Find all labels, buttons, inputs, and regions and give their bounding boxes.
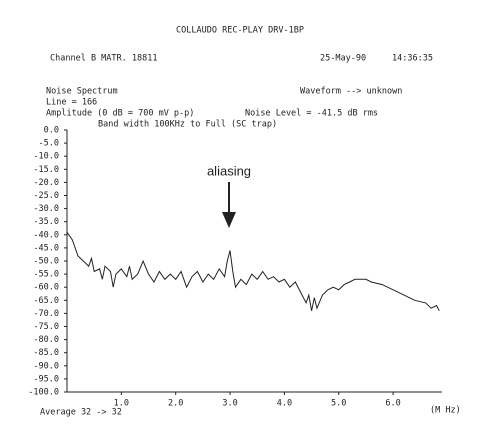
y-tick-label: -60.0: [33, 283, 59, 293]
y-tick-label: -30.0: [33, 204, 59, 214]
y-tick-label: -100.0: [28, 388, 59, 398]
y-tick-label: -10.0: [33, 152, 59, 162]
y-tick-label: -50.0: [33, 257, 59, 267]
y-tick-label: -5.0: [39, 139, 59, 149]
bandwidth: Band width 100KHz to Full (SC trap): [98, 120, 277, 130]
y-tick-label: -40.0: [33, 230, 59, 240]
y-tick-label: -15.0: [33, 165, 59, 175]
y-tick-label: -25.0: [33, 191, 59, 201]
time: 14:36:35: [392, 54, 433, 64]
y-tick-label: -85.0: [33, 348, 59, 358]
y-tick-label: 0.0: [44, 126, 59, 136]
chart-title: COLLAUDO REC-PLAY DRV-1BP: [176, 26, 304, 36]
y-tick-label: -90.0: [33, 361, 59, 371]
x-tick-label: 4.0: [277, 399, 292, 409]
x-tick-label: 6.0: [385, 399, 400, 409]
x-tick-label: 2.0: [168, 399, 183, 409]
arrow-head: [222, 212, 236, 228]
annotation: aliasing: [207, 163, 251, 178]
x-tick-label: 3.0: [222, 399, 237, 409]
y-tick-label: -70.0: [33, 309, 59, 319]
y-tick-label: -45.0: [33, 243, 59, 253]
x-tick-label: 1.0: [114, 399, 129, 409]
spectrum-line: [66, 231, 440, 312]
line-info: Line = 166: [46, 98, 97, 108]
y-tick-label: -95.0: [33, 374, 59, 384]
y-tick-label: -55.0: [33, 270, 59, 280]
average: Average 32 -> 32: [40, 408, 122, 418]
y-tick-label: -80.0: [33, 335, 59, 345]
y-tick-label: -65.0: [33, 296, 59, 306]
y-tick-label: -75.0: [33, 322, 59, 332]
channel: Channel B MATR. 18811: [50, 54, 157, 64]
waveform: Waveform --> unknown: [300, 87, 402, 97]
amplitude: Amplitude (0 dB = 700 mV p-p): [46, 109, 194, 119]
x-axis-label: (M Hz): [430, 406, 461, 416]
date: 25-May-90: [320, 54, 366, 64]
y-tick-label: -35.0: [33, 217, 59, 227]
y-tick-label: -20.0: [33, 178, 59, 188]
x-tick-label: 5.0: [331, 399, 346, 409]
subtitle: Noise Spectrum: [46, 87, 118, 97]
noise-level: Noise Level = -41.5 dB rms: [245, 109, 378, 119]
